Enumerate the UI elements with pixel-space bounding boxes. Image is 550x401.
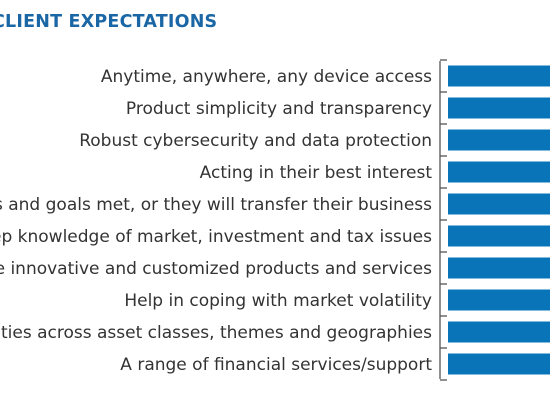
category-label: More innovative and customized products … (0, 259, 432, 279)
bar (448, 257, 550, 279)
category-label: Deep knowledge of market, investment and… (0, 227, 432, 247)
category-label: A range of financial services/support (120, 355, 432, 375)
category-label: Robust cybersecurity and data protection (79, 131, 432, 151)
bar (448, 321, 550, 343)
category-label: Anytime, anywhere, any device access (101, 67, 432, 87)
bar (448, 129, 550, 151)
bar (448, 97, 550, 119)
bar (448, 161, 550, 183)
bar (448, 353, 550, 375)
category-axis (439, 59, 447, 381)
bar (448, 65, 550, 87)
bar (448, 225, 550, 247)
category-label: Opportunities across asset classes, them… (0, 323, 432, 343)
category-label: Help in coping with market volatility (124, 291, 432, 311)
category-labels: Anytime, anywhere, any device access Prod… (0, 67, 432, 375)
category-label: Acting in their best interest (200, 163, 433, 183)
category-label: Product simplicity and transparency (126, 99, 432, 119)
bars-group (448, 65, 550, 375)
category-label: Have their needs and goals met, or they … (0, 195, 432, 215)
bar (448, 193, 550, 215)
chart-title: CLIENT EXPECTATIONS (0, 12, 218, 32)
bar (448, 289, 550, 311)
